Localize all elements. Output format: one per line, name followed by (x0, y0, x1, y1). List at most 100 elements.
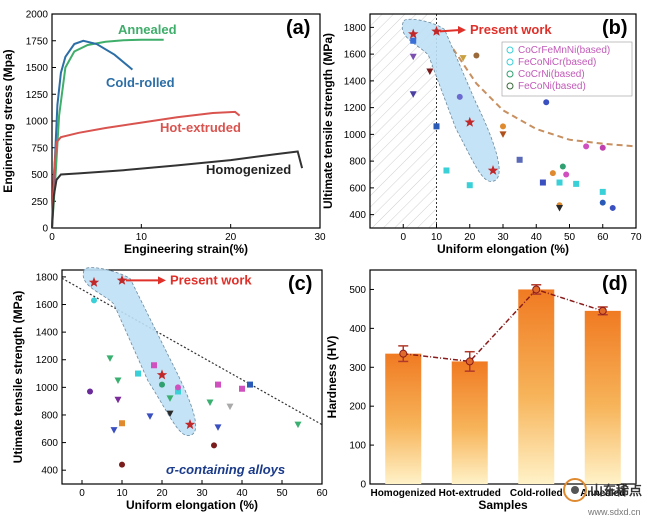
y-tick-label: 1000 (344, 130, 367, 141)
sigma-alloys-note: σ-containing alloys (166, 462, 285, 477)
data-point-triangle (110, 427, 118, 434)
legend-entry: FeCoNi(based) (518, 81, 586, 92)
y-tick-label: 0 (42, 224, 48, 235)
data-point-triangle (214, 424, 222, 431)
data-point-circle (91, 297, 97, 304)
data-point-square (556, 179, 563, 186)
annotation-arrow (439, 29, 461, 33)
data-point-circle (549, 170, 556, 177)
y-tick-label: 500 (31, 170, 48, 181)
data-point-circle (506, 58, 514, 66)
legend-entry: CoCrNi(based) (518, 69, 585, 80)
data-point-circle (87, 388, 93, 395)
data-point-square (239, 385, 245, 392)
x-axis-label: Uniform elongation (%) (437, 242, 569, 256)
data-point-triangle (106, 355, 114, 362)
y-tick-label: 400 (41, 466, 58, 477)
y-axis-label: Ultimate tensile strength (MPa) (321, 33, 335, 209)
trend-line (403, 288, 604, 363)
data-point-square (119, 420, 125, 427)
data-point-circle (119, 461, 125, 468)
data-point-circle (583, 143, 590, 150)
mean-point (532, 285, 541, 294)
data-point-circle (599, 199, 606, 206)
y-tick-label: 250 (31, 197, 48, 208)
data-point-square (135, 370, 141, 377)
panel-c-sigma-alloys: 0 10 20 30 40 50 60 400 600 800 1000 1200 1400 1600 18… (11, 267, 328, 512)
x-axis-label: Engineering strain(%) (124, 242, 248, 256)
y-tick-label: 1800 (36, 272, 59, 283)
present-work-region (401, 18, 500, 182)
data-point-triangle (114, 377, 122, 384)
series-line-homogenized (51, 150, 304, 229)
category-label: Annealed (580, 488, 625, 499)
series-line-cold-rolled (51, 39, 134, 229)
x-tick-label: 10 (116, 488, 128, 499)
mean-point (399, 349, 408, 358)
present-work-star (116, 274, 128, 285)
panel-label: (b) (602, 17, 628, 39)
legend-entry: FeCoNiCr(based) (518, 57, 596, 68)
y-tick-label: 750 (31, 143, 48, 154)
mean-point (465, 357, 474, 366)
present-work-star (88, 276, 100, 287)
x-tick-label: 20 (156, 488, 168, 499)
data-point-circle (500, 123, 506, 130)
y-tick-label: 800 (349, 157, 366, 168)
series-label-cold-rolled: Cold-rolled (106, 75, 175, 90)
panel-d-hardness-bars: 0 100 200 300 400 500 Samples Hardness (HV) (d) H… (325, 269, 637, 512)
present-work-star (431, 25, 442, 36)
y-tick-label: 1400 (344, 76, 367, 87)
x-tick-label: 40 (236, 488, 248, 499)
data-point-circle (159, 381, 165, 388)
y-tick-label: 1500 (26, 63, 49, 74)
x-tick-label: 50 (276, 488, 288, 499)
category-label: Homogenized (370, 488, 436, 499)
data-point-square (516, 156, 523, 163)
x-tick-label: 10 (136, 232, 148, 243)
watermark-logo-icon (563, 478, 587, 502)
x-tick-label: 10 (431, 232, 443, 243)
x-tick-label: 30 (314, 232, 326, 243)
category-label: Cold-rolled (510, 488, 563, 499)
data-point-triangle (294, 421, 302, 429)
y-tick-label: 1200 (344, 103, 367, 114)
series-label-homogenized: Homogenized (206, 162, 291, 177)
annotation-arrowhead (158, 276, 166, 285)
data-point-square (410, 37, 417, 44)
series-label-hot-extruded: Hot-extruded (160, 120, 241, 135)
present-work-star (408, 28, 419, 39)
panel-label: (d) (602, 273, 628, 295)
x-axis-label: Samples (478, 498, 528, 512)
annotation-arrowhead (458, 26, 466, 34)
y-tick-label: 0 (360, 480, 366, 491)
plot-frame (61, 269, 323, 485)
plot-frame (369, 269, 637, 485)
data-point-square (466, 182, 473, 189)
data-point-square (599, 188, 606, 195)
x-tick-label: 0 (79, 488, 85, 499)
data-point-triangle (409, 91, 417, 98)
data-point-square (175, 388, 181, 395)
data-point-square (443, 167, 450, 174)
present-work-star (464, 116, 475, 127)
y-tick-label: 600 (349, 183, 366, 194)
y-axis-label: Engineering stress (Mpa) (1, 49, 15, 192)
boundary-line (61, 277, 323, 426)
data-point-circle (563, 171, 570, 178)
y-tick-label: 1000 (26, 117, 49, 128)
y-tick-label: 1600 (344, 50, 367, 61)
y-tick-label: 100 (349, 441, 366, 452)
series-label-annealed: Annealed (118, 22, 177, 37)
x-tick-label: 0 (400, 232, 406, 243)
data-point-triangle (166, 410, 174, 418)
x-tick-label: 60 (316, 488, 328, 499)
x-tick-label: 0 (49, 232, 55, 243)
data-point-circle (473, 52, 480, 59)
tradeoff-curve (452, 48, 637, 148)
present-work-star (156, 369, 168, 380)
bar-cold-rolled (518, 289, 555, 484)
present-work-star (487, 165, 499, 175)
data-point-circle (506, 82, 514, 90)
x-tick-label: 50 (564, 232, 576, 243)
